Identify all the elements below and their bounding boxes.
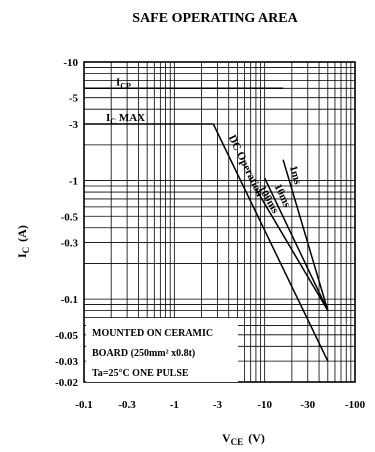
chart-title: SAFE OPERATING AREA	[132, 11, 298, 26]
series-label: DC Operation	[226, 133, 266, 198]
series-line	[263, 177, 329, 311]
x-tick-label: -0.1	[75, 399, 92, 411]
y-tick-label: -1	[69, 176, 78, 188]
limit-label: ICP	[116, 76, 131, 90]
y-axis-label-sub: C	[21, 247, 31, 254]
x-axis-label-sub: CE	[231, 437, 244, 447]
x-tick-labels: -0.1 -0.3 -1 -3 -10 -30 -100	[75, 399, 365, 411]
y-tick-label: -0.03	[55, 356, 78, 368]
y-tick-label: -10	[63, 57, 78, 69]
limit-label-sub: C	[110, 117, 116, 126]
x-tick-label: -0.3	[118, 399, 136, 411]
limit-label-main: I	[106, 112, 110, 124]
y-tick-label: -0.5	[61, 211, 79, 223]
annotation-line-2: BOARD (250mm² x0.8t)	[92, 348, 195, 359]
limit-label-main: I	[116, 76, 120, 88]
y-tick-labels: -10 -5 -3 -1 -0.5 -0.3 -0.1 -0.05 -0.03 -0.02	[55, 57, 78, 389]
limit-label-suffix: MAX	[116, 112, 145, 124]
annotation-box	[86, 318, 238, 382]
y-axis-label-unit: (A)	[15, 225, 29, 242]
grid	[84, 62, 355, 382]
series-line	[282, 159, 329, 311]
limit-label-sub: CP	[120, 81, 131, 90]
y-tick-label: -5	[69, 93, 79, 105]
annotation-line-1: MOUNTED ON CERAMIC	[92, 328, 213, 339]
y-tick-label: -0.02	[55, 377, 78, 389]
y-tick-label: -0.3	[61, 238, 79, 250]
x-tick-label: -3	[213, 399, 223, 411]
x-tick-label: -100	[345, 399, 366, 411]
x-axis-label-unit: (V)	[248, 431, 265, 445]
x-tick-label: -30	[300, 399, 315, 411]
x-tick-label: -10	[257, 399, 272, 411]
series-line	[212, 123, 329, 362]
x-axis-label-main: V	[222, 431, 231, 445]
y-tick-label: -0.05	[55, 330, 78, 342]
series-label: 1ms	[287, 164, 304, 186]
y-axis-label-main: I	[15, 253, 29, 258]
y-tick-label: -0.1	[61, 294, 78, 306]
x-axis-label: VCE (V)	[222, 431, 265, 447]
x-tick-label: -1	[170, 399, 179, 411]
y-tick-label: -3	[69, 119, 79, 131]
annotation-line-3: Ta=25°C ONE PULSE	[92, 368, 189, 379]
limit-label: IC MAX	[106, 112, 145, 126]
series-line	[255, 188, 329, 311]
y-axis-label: IC (A)	[15, 225, 31, 258]
